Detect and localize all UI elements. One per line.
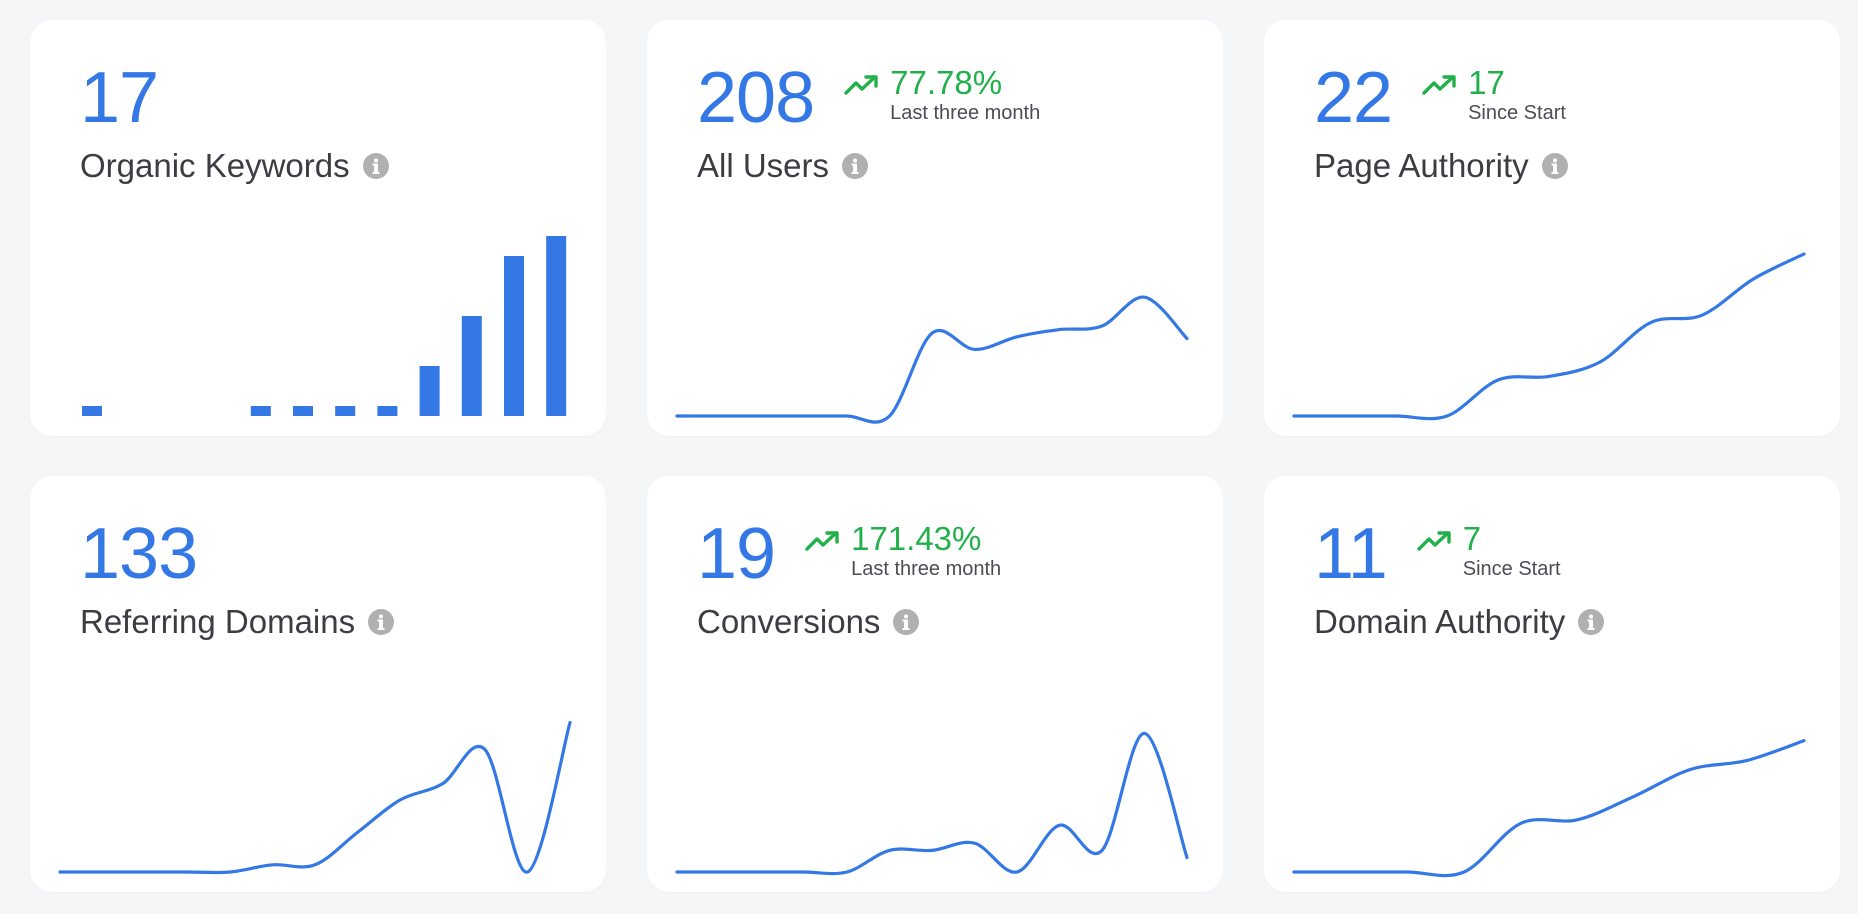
bar	[335, 406, 356, 416]
chart-conversions	[675, 731, 1189, 876]
card-conversions: 19 171.43% Last three month Conversions	[647, 476, 1223, 892]
trend-indicator: 17 Since Start	[1422, 66, 1566, 123]
metric-value: 17	[80, 58, 159, 138]
metric-value: 19	[697, 514, 776, 594]
trend-indicator: 7 Since Start	[1417, 522, 1561, 579]
card-domain-authority: 11 7 Since Start Domain Authority	[1264, 476, 1840, 892]
card-all-users: 208 77.78% Last three month All Users	[647, 20, 1223, 436]
info-icon[interactable]	[1541, 152, 1569, 180]
bar	[461, 316, 482, 416]
trending-up-icon	[805, 531, 839, 551]
metric-label: Organic Keywords	[80, 147, 350, 184]
metric-label: Page Authority	[1314, 147, 1529, 184]
card-header: 19 171.43% Last three month	[697, 518, 1001, 590]
metric-label: All Users	[697, 147, 830, 184]
bar	[250, 406, 271, 416]
trend-indicator: 171.43% Last three month	[805, 522, 1001, 579]
metric-value: 22	[1314, 58, 1393, 138]
metric-label-row: Page Authority	[1314, 146, 1569, 186]
trend-value: 77.78%	[890, 64, 1003, 101]
trend-value: 171.43%	[851, 520, 982, 557]
metric-value: 11	[1314, 514, 1388, 594]
trend-label: Last three month	[851, 558, 1002, 580]
series-line	[1292, 739, 1806, 878]
info-icon[interactable]	[892, 608, 920, 636]
card-header: 133	[80, 514, 198, 594]
card-header: 22 17 Since Start	[1314, 62, 1566, 134]
chart-domain-authority	[1292, 739, 1806, 878]
metric-label-row: Conversions	[697, 602, 920, 642]
chart-organic-keywords	[82, 236, 567, 416]
metric-label-row: Organic Keywords	[80, 146, 390, 186]
metric-label-row: Referring Domains	[80, 602, 395, 642]
chart-referring-domains	[58, 721, 572, 875]
trend-value: 17	[1468, 64, 1505, 101]
bar	[293, 406, 313, 416]
trend-value: 7	[1462, 520, 1482, 557]
info-icon[interactable]	[367, 608, 395, 636]
info-icon[interactable]	[841, 152, 869, 180]
trend-text: 77.78% Last three month	[890, 66, 1040, 123]
metric-label: Conversions	[697, 603, 881, 640]
trend-indicator: 77.78% Last three month	[844, 66, 1040, 123]
chart-page-authority	[1292, 252, 1806, 421]
trend-text: 171.43% Last three month	[851, 522, 1001, 579]
bar	[82, 406, 102, 416]
metric-value: 133	[80, 514, 198, 594]
card-header: 208 77.78% Last three month	[697, 62, 1040, 134]
trending-up-icon	[844, 75, 878, 95]
trending-up-icon	[1417, 531, 1451, 551]
metric-label-row: Domain Authority	[1314, 602, 1605, 642]
bar	[419, 366, 440, 416]
bar	[504, 256, 524, 416]
card-header: 17	[80, 58, 159, 138]
bar	[546, 236, 567, 416]
card-page-authority: 22 17 Since Start Page Authority	[1264, 20, 1840, 436]
trend-text: 7 Since Start	[1463, 522, 1561, 579]
series-line	[1292, 252, 1806, 421]
dashboard-grid: 17 Organic Keywords 208 77.7	[30, 20, 1840, 892]
trending-up-icon	[1422, 75, 1456, 95]
card-referring-domains: 133 Referring Domains	[30, 476, 606, 892]
trend-label: Last three month	[890, 102, 1041, 124]
trend-text: 17 Since Start	[1468, 66, 1566, 123]
series-line	[675, 295, 1189, 424]
metric-label: Referring Domains	[80, 603, 356, 640]
info-icon[interactable]	[1577, 608, 1605, 636]
metric-label: Domain Authority	[1314, 603, 1566, 640]
chart-all-users	[675, 295, 1189, 424]
trend-label: Since Start	[1462, 558, 1561, 580]
card-header: 11 7 Since Start	[1314, 518, 1561, 590]
metric-label-row: All Users	[697, 146, 869, 186]
trend-label: Since Start	[1468, 102, 1566, 124]
bar	[377, 406, 398, 416]
metric-value: 208	[697, 58, 815, 138]
card-organic-keywords: 17 Organic Keywords	[30, 20, 606, 436]
series-line	[58, 721, 572, 875]
series-line	[675, 731, 1189, 876]
info-icon[interactable]	[362, 152, 390, 180]
